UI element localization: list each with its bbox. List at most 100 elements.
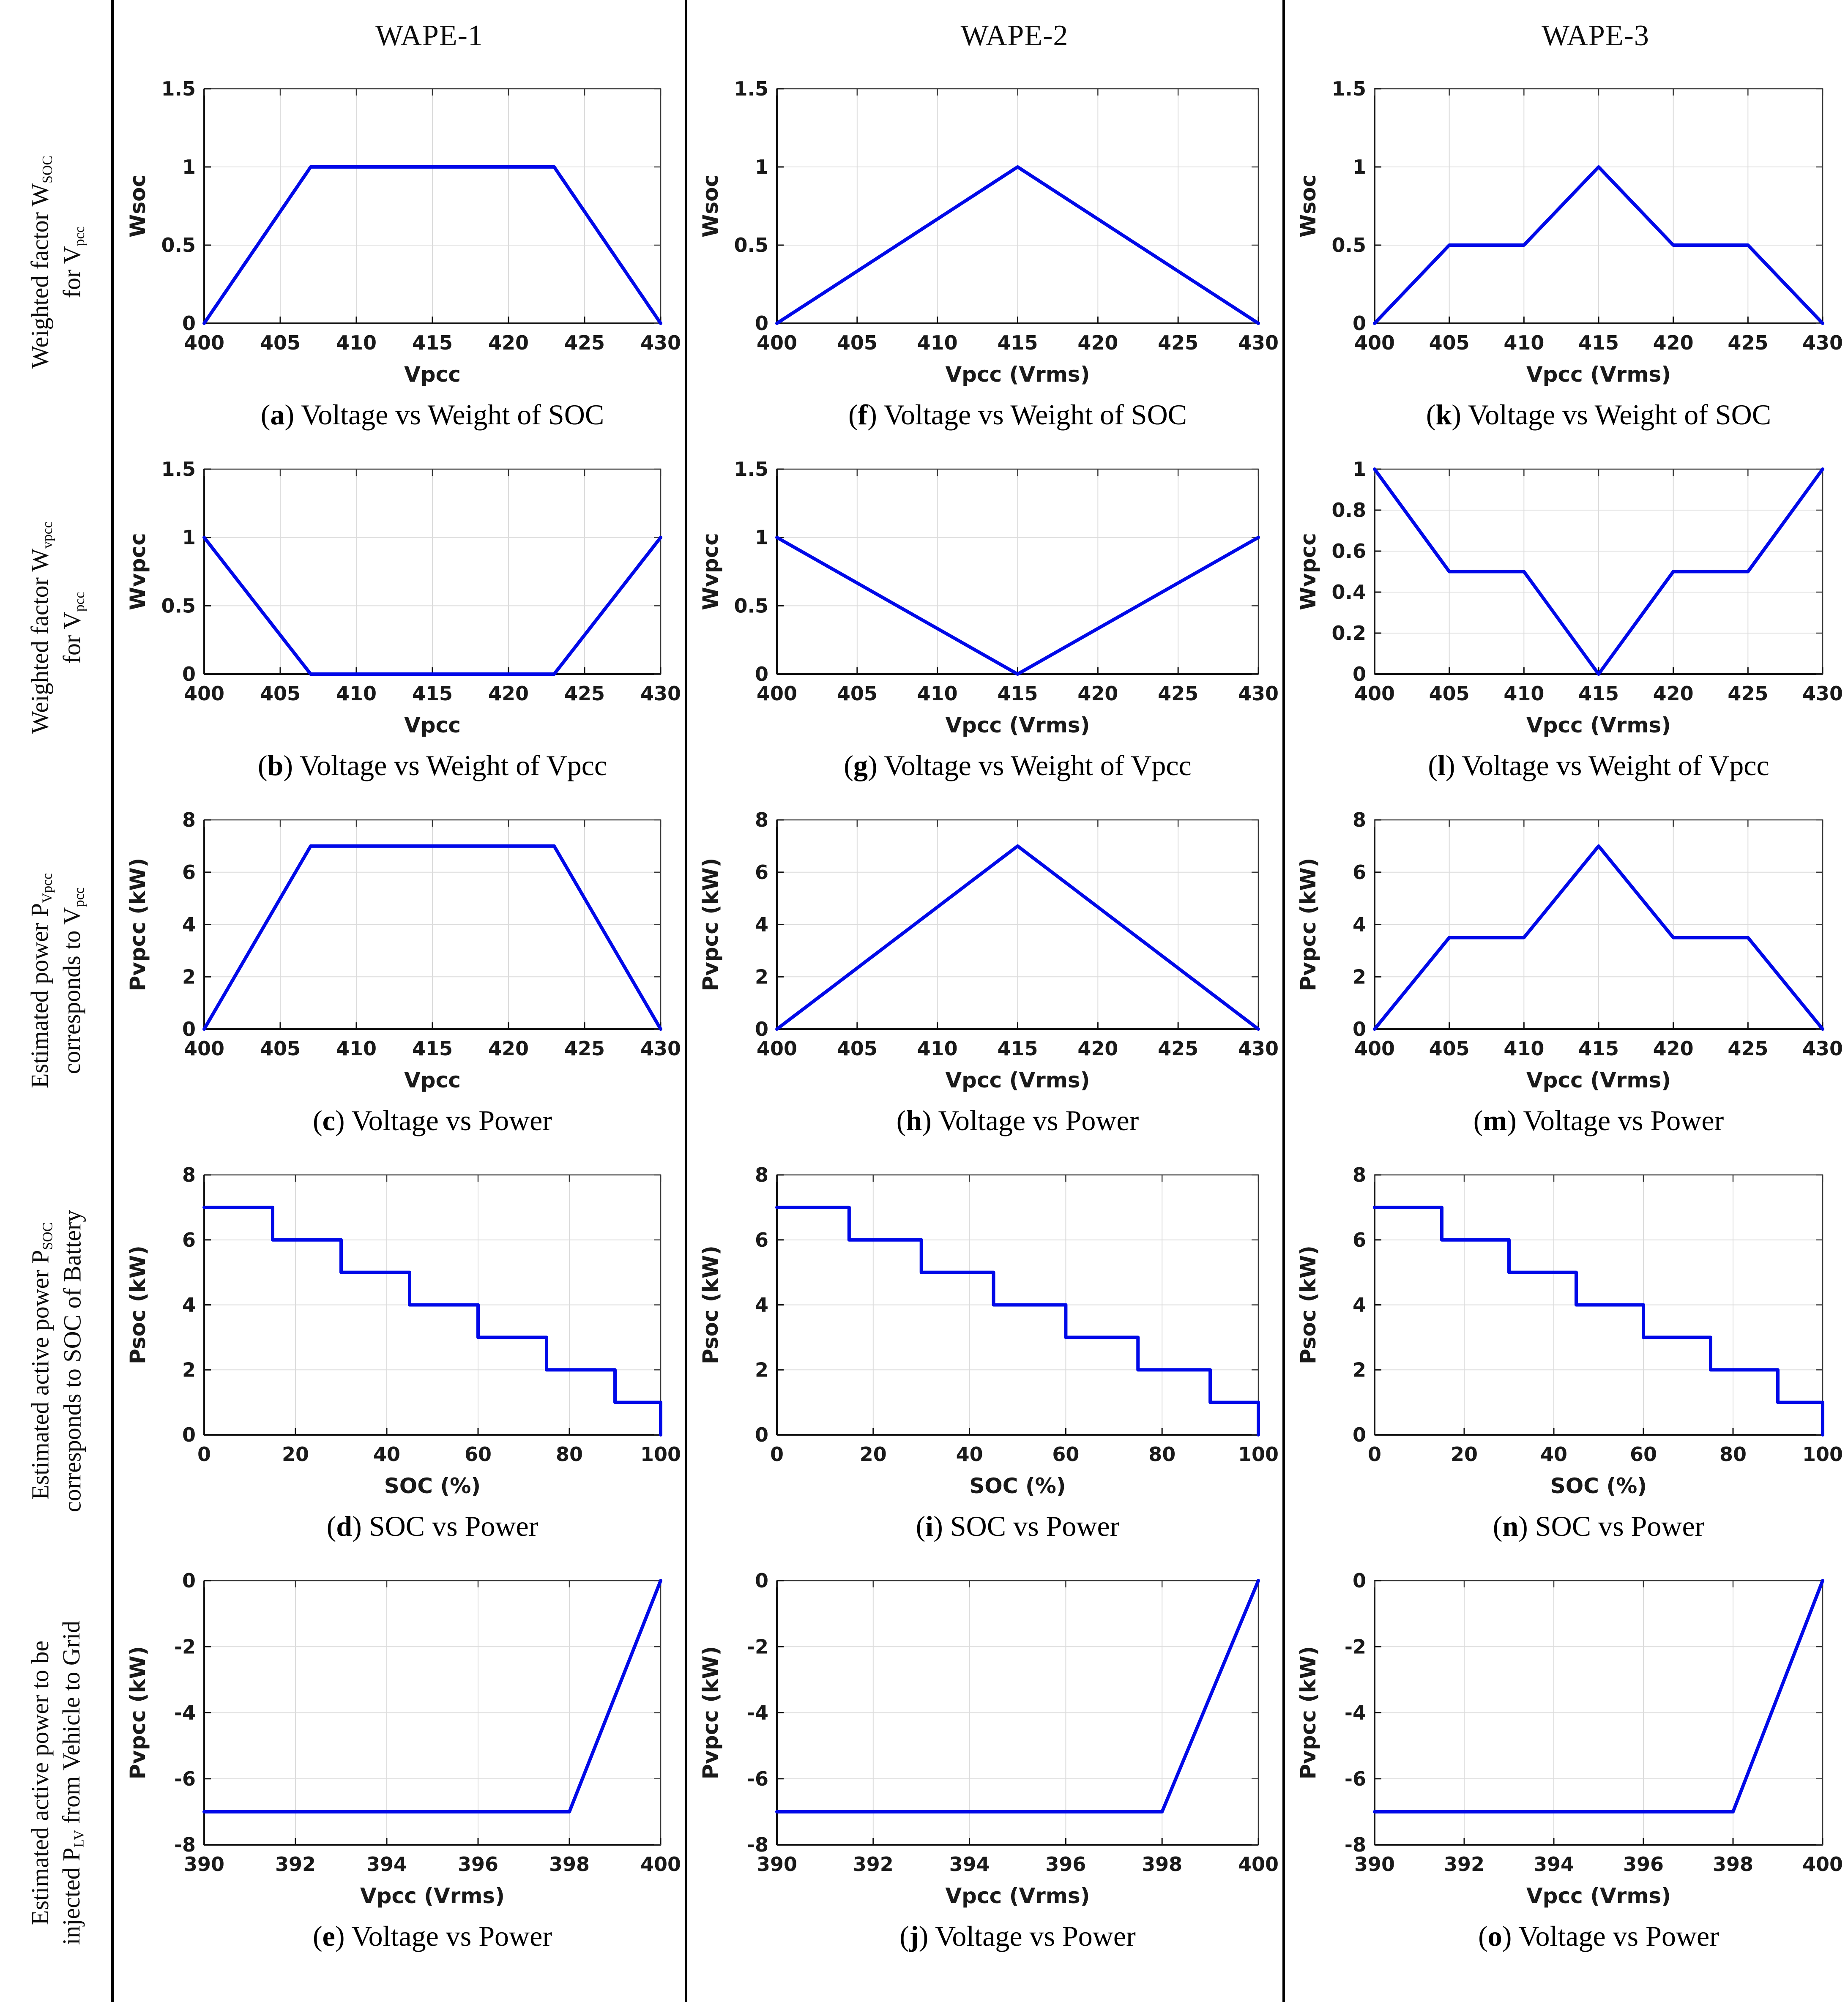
svg-text:405: 405 — [837, 1037, 878, 1060]
svg-text:420: 420 — [1077, 331, 1118, 354]
svg-text:400: 400 — [184, 1037, 224, 1060]
svg-text:Wvpcc: Wvpcc — [698, 533, 723, 610]
svg-text:0: 0 — [182, 1018, 196, 1041]
svg-text:0: 0 — [1368, 1443, 1381, 1466]
svg-text:0.8: 0.8 — [1332, 499, 1367, 522]
svg-text:400: 400 — [184, 682, 224, 705]
svg-text:410: 410 — [917, 1037, 958, 1060]
svg-text:2: 2 — [1353, 1358, 1366, 1381]
svg-text:20: 20 — [860, 1443, 887, 1466]
svg-text:2: 2 — [182, 965, 196, 988]
svg-text:Pvpcc (kW): Pvpcc (kW) — [698, 858, 723, 991]
svg-text:4: 4 — [1353, 913, 1366, 936]
svg-text:392: 392 — [1444, 1853, 1484, 1876]
svg-text:400: 400 — [184, 331, 224, 354]
svg-text:425: 425 — [1728, 331, 1768, 354]
svg-text:430: 430 — [1802, 1037, 1843, 1060]
chart-cell-g: 400 405 410 415 420 425 430 0 0.5 1 1.5 Vpcc (Vrms)… — [686, 452, 1284, 803]
svg-text:425: 425 — [1728, 682, 1768, 705]
svg-text:6: 6 — [1353, 861, 1366, 884]
svg-text:400: 400 — [757, 331, 797, 354]
svg-text:4: 4 — [755, 1294, 768, 1316]
svg-text:60: 60 — [1052, 1443, 1079, 1466]
svg-text:2: 2 — [755, 1358, 768, 1381]
svg-text:430: 430 — [1238, 331, 1279, 354]
caption-m: (m) Voltage vs Power — [1473, 1104, 1724, 1136]
row-label-2: Weighted factor Wvpcc for Vpcc — [0, 452, 113, 803]
svg-text:394: 394 — [366, 1853, 407, 1876]
svg-text:8: 8 — [182, 808, 196, 831]
svg-text:1.5: 1.5 — [734, 458, 769, 481]
svg-text:SOC (%): SOC (%) — [969, 1474, 1066, 1498]
svg-text:-6: -6 — [747, 1767, 768, 1790]
svg-text:-2: -2 — [1345, 1635, 1366, 1658]
svg-text:40: 40 — [1540, 1443, 1567, 1466]
svg-text:1: 1 — [182, 156, 196, 178]
chart-b: 400 405 410 415 420 425 430 0 0.5 1 1.5 Vpcc Wvpcc — [126, 458, 681, 737]
caption-h: (h) Voltage vs Power — [896, 1104, 1139, 1136]
row-label-1: Weighted factor WSOC for Vpcc — [0, 72, 113, 452]
svg-text:390: 390 — [757, 1853, 797, 1876]
svg-text:410: 410 — [917, 682, 958, 705]
svg-text:430: 430 — [1238, 1037, 1279, 1060]
svg-text:100: 100 — [1238, 1443, 1279, 1466]
svg-text:392: 392 — [853, 1853, 894, 1876]
svg-text:Psoc (kW): Psoc (kW) — [698, 1245, 723, 1364]
caption-k: (k) Voltage vs Weight of SOC — [1426, 399, 1771, 431]
svg-text:420: 420 — [488, 331, 529, 354]
svg-text:394: 394 — [949, 1853, 990, 1876]
svg-text:Pvpcc (kW): Pvpcc (kW) — [1296, 858, 1320, 991]
svg-text:0.2: 0.2 — [1332, 622, 1367, 645]
svg-text:0: 0 — [755, 1018, 768, 1041]
svg-text:410: 410 — [336, 331, 377, 354]
svg-text:Vpcc: Vpcc — [404, 362, 461, 387]
svg-text:Wvpcc: Wvpcc — [126, 533, 150, 610]
svg-text:400: 400 — [1238, 1853, 1279, 1876]
svg-text:400: 400 — [757, 1037, 797, 1060]
svg-text:420: 420 — [1077, 1037, 1118, 1060]
svg-text:420: 420 — [1653, 682, 1694, 705]
caption-n: (n) SOC vs Power — [1493, 1510, 1705, 1542]
svg-text:415: 415 — [997, 331, 1038, 354]
svg-text:0.4: 0.4 — [1332, 581, 1367, 604]
caption-i: (i) SOC vs Power — [916, 1510, 1120, 1542]
svg-text:4: 4 — [182, 1294, 196, 1316]
svg-text:100: 100 — [1802, 1443, 1843, 1466]
svg-text:415: 415 — [412, 1037, 453, 1060]
svg-text:SOC (%): SOC (%) — [384, 1474, 481, 1498]
svg-text:0.5: 0.5 — [161, 594, 196, 617]
chart-n: 0 20 40 60 80 100 0 2 4 6 8 SOC (%) Psoc (kW) — [1296, 1164, 1843, 1498]
svg-text:420: 420 — [1653, 1037, 1694, 1060]
svg-text:-2: -2 — [174, 1635, 196, 1658]
column-divider-1 — [685, 0, 687, 2002]
svg-text:0.5: 0.5 — [734, 594, 769, 617]
svg-text:20: 20 — [282, 1443, 309, 1466]
svg-text:410: 410 — [1504, 1037, 1544, 1060]
svg-text:Vpcc (Vrms): Vpcc (Vrms) — [360, 1884, 505, 1908]
svg-text:1.5: 1.5 — [161, 458, 196, 481]
svg-text:415: 415 — [1578, 331, 1619, 354]
svg-text:-6: -6 — [1345, 1767, 1366, 1790]
svg-text:430: 430 — [1238, 682, 1279, 705]
row-label-text-3: Estimated power PVpcc corresponds to Vpcc — [26, 873, 88, 1088]
svg-text:410: 410 — [336, 1037, 377, 1060]
svg-text:0: 0 — [1353, 1018, 1366, 1041]
row-label-text-5: Estimated active power to be injected PLV… — [26, 1620, 87, 1945]
svg-text:-8: -8 — [1345, 1833, 1366, 1856]
svg-text:6: 6 — [755, 861, 768, 884]
svg-text:Wvpcc: Wvpcc — [1296, 533, 1320, 610]
svg-text:400: 400 — [1802, 1853, 1843, 1876]
chart-l: 400 405 410 415 420 425 430 0 0.2 0.4 0.6 0.8 1 Vpcc … — [1296, 458, 1843, 737]
svg-text:SOC (%): SOC (%) — [1550, 1474, 1647, 1498]
column-divider-2 — [1282, 0, 1285, 2002]
svg-text:0.5: 0.5 — [734, 234, 769, 257]
svg-text:398: 398 — [549, 1853, 590, 1876]
svg-text:405: 405 — [837, 331, 878, 354]
chart-cell-e: 390 392 394 396 398 400 -8 -6 -4 -2 0 Vpcc (Vrms) Pv… — [113, 1564, 686, 2002]
corner-spacer — [0, 0, 113, 72]
chart-cell-i: 0 20 40 60 80 100 0 2 4 6 8 SOC (%) Psoc (kW) (i) SOC… — [686, 1158, 1284, 1564]
svg-text:-8: -8 — [174, 1833, 196, 1856]
svg-text:1: 1 — [755, 156, 768, 178]
svg-text:430: 430 — [1802, 331, 1843, 354]
svg-text:430: 430 — [640, 682, 681, 705]
